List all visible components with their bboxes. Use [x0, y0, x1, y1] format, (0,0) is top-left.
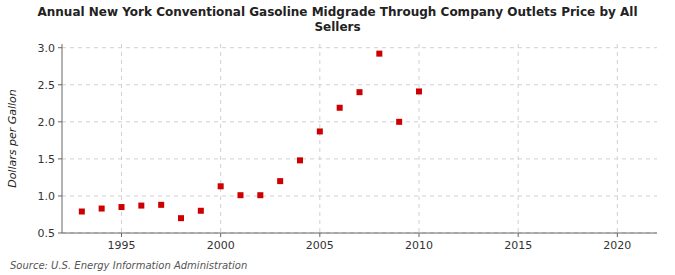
tick-label: 2020 [603, 239, 631, 252]
tick-label: 0.5 [38, 227, 56, 240]
background [0, 0, 675, 275]
tick [220, 233, 221, 237]
grid-line [62, 158, 657, 159]
grid-line [62, 233, 657, 234]
point [376, 51, 382, 57]
title-line: Sellers [314, 20, 360, 34]
point [337, 105, 343, 111]
point [138, 203, 144, 209]
grid-line [220, 44, 221, 233]
point [257, 192, 263, 198]
tick [58, 233, 62, 234]
title: Annual New York Conventional Gasoline Mi… [37, 5, 637, 34]
tick-label: 2005 [306, 239, 334, 252]
grid-line [62, 84, 657, 85]
point [119, 204, 125, 210]
tick [419, 233, 420, 237]
point [79, 209, 85, 215]
grid-line [419, 44, 420, 233]
grid-line [62, 195, 657, 196]
grid-line [617, 44, 618, 233]
tick-label: 1995 [108, 239, 136, 252]
axes: 0.5 1.0 1.5 2.0 2.5 3.0 1995 2000 2005 2010 2015 20… [38, 42, 658, 252]
point [198, 208, 204, 214]
point [158, 202, 164, 208]
source-note: Source: U.S. Energy Information Administ… [10, 260, 247, 271]
tick-label: 2015 [504, 239, 532, 252]
point [99, 206, 105, 212]
tick-label: 2000 [207, 239, 235, 252]
point [218, 183, 224, 189]
tick-label: 1.0 [38, 190, 56, 203]
point [297, 157, 303, 163]
tick-label: 2.0 [38, 116, 56, 129]
grid-line [62, 47, 657, 48]
tick [121, 233, 122, 237]
point [357, 89, 363, 95]
tick [617, 233, 618, 237]
tick [58, 195, 62, 196]
tick [518, 233, 519, 237]
tick-label: 2.5 [38, 79, 56, 92]
point [396, 119, 402, 125]
point [416, 88, 422, 94]
tick-label: 3.0 [38, 42, 56, 55]
grid [62, 44, 657, 233]
tick [58, 84, 62, 85]
tick [58, 158, 62, 159]
grid-line [62, 121, 657, 122]
grid-line [319, 44, 320, 233]
tick [58, 47, 62, 48]
chart: 0.5 1.0 1.5 2.0 2.5 3.0 1995 2000 2005 2010 2015 20… [0, 0, 675, 275]
tick [58, 121, 62, 122]
y-axis-line [62, 44, 63, 233]
grid-line [518, 44, 519, 233]
tick [319, 233, 320, 237]
point [238, 192, 244, 198]
point [317, 128, 323, 134]
point [178, 215, 184, 221]
title-line: Annual New York Conventional Gasoline Mi… [37, 5, 637, 19]
x-axis-line [62, 233, 657, 234]
y-axis-label: Dollars per Gallon [6, 89, 19, 188]
tick-label: 2010 [405, 239, 433, 252]
tick-label: 1.5 [38, 153, 56, 166]
point [277, 178, 283, 184]
points [79, 51, 422, 222]
